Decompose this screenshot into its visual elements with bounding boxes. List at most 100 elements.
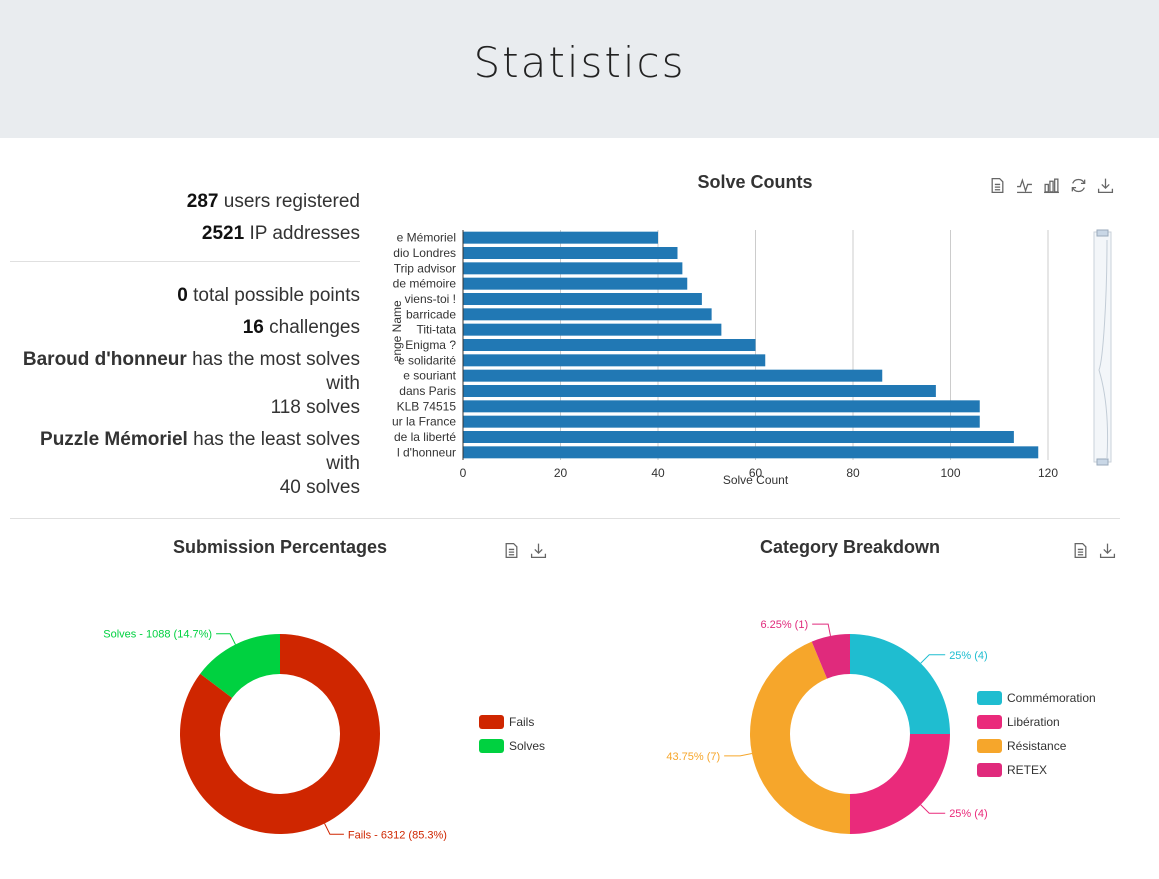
submission-legend: Fails Solves: [479, 710, 545, 758]
legend-label: RETEX: [1007, 763, 1048, 777]
y-tick-label: dio Londres: [393, 246, 456, 260]
line-chart-icon[interactable]: [1015, 176, 1034, 195]
users-label: users registered: [223, 191, 360, 212]
fails-data-label-leader: [324, 823, 344, 835]
legend-label: Solves: [509, 739, 546, 753]
challenges-label: challenges: [269, 317, 360, 338]
restore-icon[interactable]: [1069, 176, 1088, 195]
least-solves-stat: Puzzle Mémoriel has the least solves wit…: [10, 428, 360, 500]
data-view-icon[interactable]: [1071, 541, 1090, 560]
category-legend: Commémoration Libération Résistance RETE…: [977, 686, 1096, 782]
x-tick-label: 80: [846, 466, 860, 480]
commemoration-swatch: [977, 691, 1002, 705]
liberation-data-label: 25% (4): [949, 808, 988, 820]
bar: [463, 247, 678, 259]
category-title: Category Breakdown: [759, 537, 941, 557]
solve-counts-title: Solve Counts: [697, 172, 813, 192]
y-tick-label: Trip advisor: [394, 261, 456, 275]
y-tick-label: l d'honneur: [397, 445, 456, 459]
bar: [463, 308, 712, 321]
fails-swatch: [479, 715, 504, 729]
resistance-data-label-leader: [724, 753, 753, 757]
ips-count: 2521: [201, 223, 245, 244]
x-axis-label: Solve Count: [723, 473, 789, 487]
x-tick-label: 20: [554, 466, 568, 480]
y-tick-label: barricade: [406, 307, 456, 321]
data-view-icon[interactable]: [988, 176, 1007, 195]
points-label: total possible points: [193, 285, 360, 306]
legend-label: Résistance: [1007, 739, 1067, 753]
liberation-data-label-leader: [920, 804, 946, 814]
legend-label: Libération: [1007, 715, 1060, 729]
y-tick-label: KLB 74515: [397, 399, 457, 413]
points-stat: 0 total possible points: [10, 280, 360, 312]
submission-toolbox: [502, 541, 548, 560]
fails-data-label: Fails - 6312 (85.3%): [348, 829, 447, 841]
y-tick-label: Enigma ?: [405, 338, 456, 352]
legend-item-resistance[interactable]: Résistance: [977, 734, 1096, 758]
legend-item-liberation[interactable]: Libération: [977, 710, 1096, 734]
points-count: 0: [177, 285, 188, 306]
resistance-data-label: 43.75% (7): [666, 751, 720, 763]
bar: [463, 354, 766, 367]
y-tick-label: de la liberté: [394, 430, 456, 444]
download-icon[interactable]: [529, 541, 548, 560]
bar: [463, 415, 980, 428]
legend-label: Commémoration: [1007, 691, 1096, 705]
most-solves-label: has the most solves with: [192, 349, 360, 394]
download-icon[interactable]: [1096, 176, 1115, 195]
section-divider: [10, 518, 1120, 519]
bar: [463, 323, 722, 336]
bar: [463, 431, 1014, 443]
bar: [463, 385, 936, 397]
retex-swatch: [977, 763, 1002, 777]
retex-data-label: 6.25% (1): [760, 619, 808, 631]
datazoom-preview: [1098, 239, 1109, 459]
solve-counts-toolbox: [988, 176, 1115, 195]
page-title: Statistics: [473, 38, 686, 87]
bar: [463, 293, 702, 305]
legend-item-fails[interactable]: Fails: [479, 710, 545, 734]
y-tick-label: e Mémoriel: [397, 231, 456, 245]
least-solved-challenge: Puzzle Mémoriel: [40, 429, 188, 450]
solves-data-label: Solves - 1088 (14.7%): [103, 629, 212, 641]
y-tick-label: e solidarité: [398, 353, 456, 367]
y-tick-label: ur la France: [392, 415, 456, 429]
bar: [463, 369, 883, 382]
stats-summary: 287 users registered 2521 IP addresses 0…: [10, 186, 360, 500]
users-stat: 287 users registered: [10, 186, 360, 218]
x-tick-label: 120: [1038, 466, 1058, 480]
category-pie-chart: 25% (4) 25% (4) 43.75% (7) 6.25% (1): [666, 619, 988, 834]
ips-stat: 2521 IP addresses: [10, 218, 360, 250]
data-view-icon[interactable]: [502, 541, 521, 560]
solves-data-label-leader: [216, 633, 236, 645]
slice-resistance: [750, 641, 850, 834]
submission-pie-chart: Fails - 6312 (85.3%) Solves - 1088 (14.7%…: [103, 629, 447, 842]
most-solves-count: 118 solves: [270, 397, 360, 418]
liberation-swatch: [977, 715, 1002, 729]
legend-item-solves[interactable]: Solves: [479, 734, 545, 758]
solves-swatch: [479, 739, 504, 753]
challenges-count: 16: [242, 317, 264, 338]
datazoom-handle-top: [1096, 229, 1109, 237]
y-tick-label: de mémoire: [393, 277, 457, 291]
bar-chart-icon[interactable]: [1042, 176, 1061, 195]
legend-item-commemoration[interactable]: Commémoration: [977, 686, 1096, 710]
most-solves-stat: Baroud d'honneur has the most solves wit…: [10, 348, 360, 420]
least-solves-label: has the least solves with: [193, 429, 360, 474]
download-icon[interactable]: [1098, 541, 1117, 560]
x-tick-label: 0: [460, 466, 467, 480]
retex-data-label-leader: [812, 623, 831, 637]
submission-title: Submission Percentages: [172, 537, 388, 557]
bar: [463, 339, 756, 351]
legend-item-retex[interactable]: RETEX: [977, 758, 1096, 782]
least-solves-count: 40 solves: [279, 477, 360, 498]
category-toolbox: [1071, 541, 1117, 560]
users-count: 287: [186, 191, 219, 212]
bar: [463, 446, 1039, 459]
legend-label: Fails: [509, 715, 535, 729]
ips-label: IP addresses: [249, 223, 360, 244]
commemoration-data-label-leader: [920, 654, 946, 664]
slice-solves: [200, 634, 280, 698]
